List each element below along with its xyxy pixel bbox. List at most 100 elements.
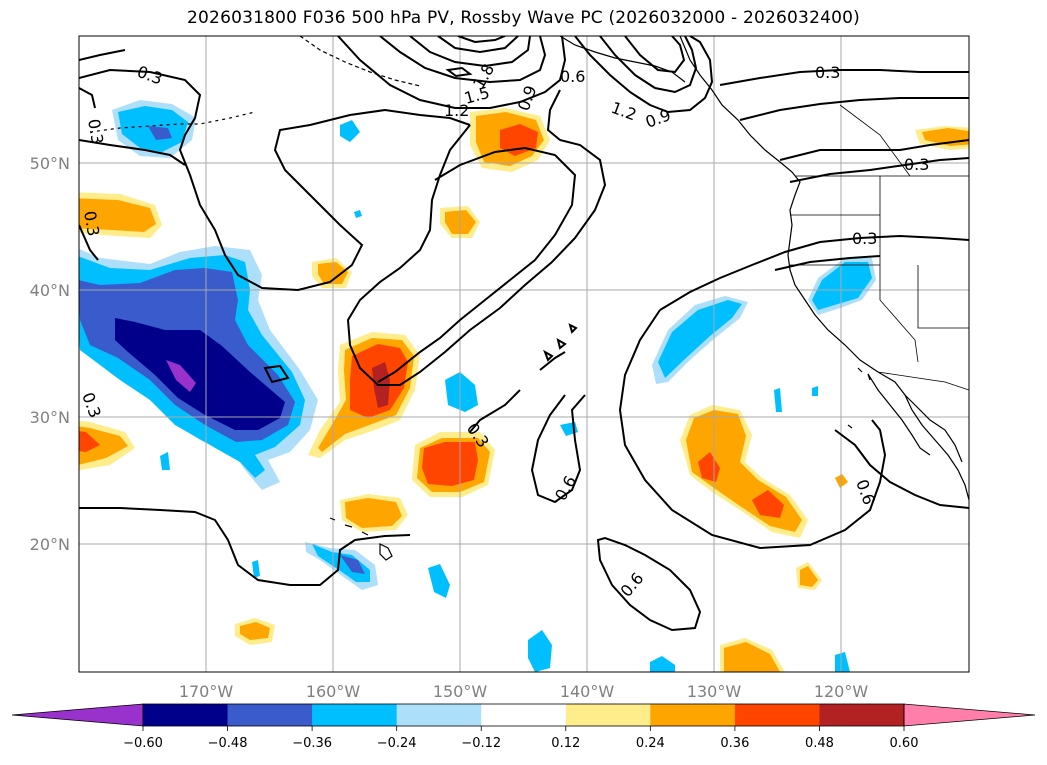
colorbar-swatch [650,704,736,726]
lat-label-30: 30°N [30,408,70,427]
contour-0.6-gulf [337,36,567,109]
negative-anomaly-central-a [445,372,478,412]
colorbar-swatch [227,704,313,726]
contour-0.3-west [79,49,126,261]
negative-anomaly-central-j [650,656,675,672]
colorbar: −0.60 −0.48 −0.36 −0.24 −0.12 0.12 0.24 0.36 0.4… [11,703,1036,751]
contour-0.3-trough [346,89,607,386]
colorbar-outline [142,703,905,727]
island-chain-east [847,367,871,429]
colorbar-swatch [819,704,905,726]
colorbar-tick-label: −0.24 [377,736,417,751]
colorbar-tick-label: −0.48 [208,736,248,751]
contour-0.6-se [596,536,702,632]
colorbar-extend-min [11,703,144,727]
negative-anomaly-small-east3 [812,386,818,396]
contour-0.3-inner-a [377,146,577,383]
negative-anomaly-small-b [354,210,362,218]
contour-0.9-ne [599,36,698,94]
lat-label-50: 50°N [30,154,70,173]
contour-0.3-coast [659,234,969,311]
graticule [79,36,969,672]
map-title: 2026031800 F036 500 hPa PV, Rossby Wave … [187,8,860,28]
positive-anomaly-south-b-inner [345,498,402,528]
contour-0.6-loop [618,309,887,550]
colorbar-tick-label: 0.24 [636,736,665,751]
negative-anomaly-central-g [528,630,552,672]
contour-label: 0.3 [852,229,877,248]
contour-0.3-east-edge [834,429,969,509]
pv-contours [79,36,969,632]
colorbar-tick-label: 0.12 [551,736,580,751]
positive-anomaly-south-c-inner [240,622,270,640]
contour-1.2-ne [624,36,686,74]
contour-0.6-ne [574,36,714,114]
contour-label: 0.3 [904,155,929,174]
negative-anomaly-west-core2 [115,318,285,430]
colorbar-extend-max [903,703,1036,727]
negative-anomaly-small-east [774,388,782,412]
lat-label-20: 20°N [30,535,70,554]
colorbar-tick-label: −0.36 [292,736,332,751]
border-nv-ut [917,265,969,329]
coastline-north-america [679,36,969,501]
map-frame [78,35,970,673]
lon-label-130: 130°W [687,682,742,701]
colorbar-swatch [481,704,567,726]
contour-0.6-central [469,351,566,433]
contour-1.2 [409,36,531,68]
contour-1.8 [457,36,506,44]
contour-small-3 [445,66,473,78]
positive-anomaly-left-edge-core [79,431,100,452]
positive-anomaly-west-edge-inner [79,198,156,232]
colorbar-tick-label: −0.60 [123,736,163,751]
negative-anomaly-central-h [160,452,170,470]
negative-anomaly-small-east2 [835,652,850,672]
contour-label: 1.2 [444,101,469,120]
contour-0.6-south [79,507,411,586]
positive-anomaly-east-large-core2 [752,490,784,518]
contour-0.3-ne-d [789,157,969,183]
negative-anomaly-small-a [340,120,360,142]
positive-anomaly-south-a-core [422,442,478,486]
positive-anomaly-se-b-inner [800,566,818,587]
colorbar-swatch [312,704,398,726]
latitude-labels: 50°N 40°N 30°N 20°N [30,154,70,554]
coastlines [89,36,969,561]
border-us-mexico [877,371,969,391]
negative-anomaly-east-streak-inner [658,300,742,378]
colorbar-swatch [143,704,229,726]
contour-label: 0.3 [84,117,107,145]
longitude-labels: 170°W 160°W 150°W 140°W 130°W 120°W [179,682,869,701]
contour-label: 0.6 [560,67,585,86]
contour-small-1 [543,323,578,362]
lat-label-40: 40°N [30,281,70,300]
hawaii-islands [329,517,393,561]
pv-shading [79,100,969,672]
negative-anomaly-central-f [428,564,450,598]
lon-label-120: 120°W [814,682,869,701]
contour-0.3-ne-b [739,97,969,121]
negative-anomaly-central-i [252,560,260,578]
colorbar-swatch [396,704,482,726]
positive-anomaly-se-a-inner [724,642,780,672]
lon-label-170: 170°W [179,682,234,701]
border-ca-nv [879,265,919,363]
negative-anomaly-aleutian-core [148,126,172,140]
lon-label-140: 140°W [560,682,615,701]
contour-0.3-coast-b [774,255,881,271]
lon-label-150: 150°W [433,682,488,701]
border-bc-ab [839,104,911,177]
contour-label: 0.3 [80,209,103,237]
coastline-baja [867,373,931,456]
colorbar-tick-label: 0.36 [720,736,749,751]
coastline-aleutians [299,36,421,87]
map-content: 0.3 0.3 0.3 0.3 0.3 0.3 0.3 0.3 0.6 0.6 … [79,36,969,672]
negative-anomaly-west-core3 [166,360,196,392]
colorbar-tick-label: 0.48 [805,736,834,751]
negative-anomaly-california-inner [812,262,872,310]
contour-label: 0.3 [815,63,840,82]
colorbar-swatch [565,704,651,726]
contour-0.3-high [79,139,186,166]
